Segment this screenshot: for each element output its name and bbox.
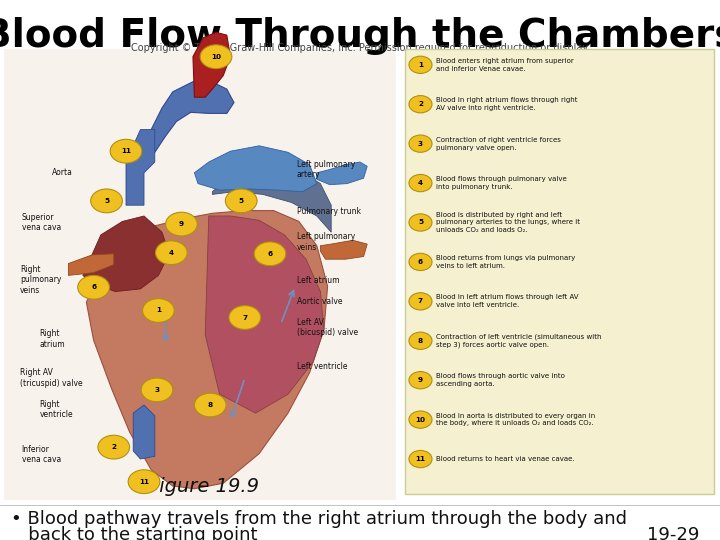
Circle shape <box>409 253 432 271</box>
Circle shape <box>143 299 174 322</box>
Text: Left pulmonary
artery: Left pulmonary artery <box>297 160 355 179</box>
Circle shape <box>229 306 261 329</box>
Text: 2: 2 <box>418 101 423 107</box>
Circle shape <box>409 372 432 389</box>
Text: Left atrium: Left atrium <box>297 276 339 285</box>
Text: 9: 9 <box>418 377 423 383</box>
Polygon shape <box>193 32 230 97</box>
Text: • Blood pathway travels from the right atrium through the body and: • Blood pathway travels from the right a… <box>11 510 627 528</box>
Text: Aorta: Aorta <box>52 168 73 177</box>
Text: back to the starting point: back to the starting point <box>11 526 257 540</box>
Text: Blood returns to heart via venae cavae.: Blood returns to heart via venae cavae. <box>436 456 575 462</box>
Polygon shape <box>205 216 324 413</box>
Text: Aortic valve: Aortic valve <box>297 297 342 306</box>
Text: Left pulmonary
veins: Left pulmonary veins <box>297 232 355 252</box>
Text: 6: 6 <box>418 259 423 265</box>
Circle shape <box>409 293 432 310</box>
Text: Superior
vena cava: Superior vena cava <box>22 213 61 232</box>
Text: 11: 11 <box>415 456 426 462</box>
Circle shape <box>409 56 432 73</box>
Polygon shape <box>212 165 331 232</box>
FancyBboxPatch shape <box>405 49 714 494</box>
Circle shape <box>200 45 232 69</box>
Text: Blood returns from lungs via pulmonary
veins to left atrium.: Blood returns from lungs via pulmonary v… <box>436 255 575 269</box>
Text: Blood in right atrium flows through right
AV valve into right ventricle.: Blood in right atrium flows through righ… <box>436 97 578 111</box>
Polygon shape <box>133 405 155 459</box>
Polygon shape <box>83 216 169 292</box>
Text: Right
pulmonary
veins: Right pulmonary veins <box>20 265 61 295</box>
Polygon shape <box>137 81 234 165</box>
Text: Blood is distributed by right and left
pulmonary arteries to the lungs, where it: Blood is distributed by right and left p… <box>436 212 580 233</box>
Circle shape <box>78 275 109 299</box>
Text: 6: 6 <box>267 251 273 257</box>
Circle shape <box>409 450 432 468</box>
Text: 10: 10 <box>415 417 426 423</box>
Text: 5: 5 <box>104 198 109 204</box>
Circle shape <box>409 135 432 152</box>
Circle shape <box>194 393 226 417</box>
Text: 5: 5 <box>238 198 244 204</box>
Text: Inferior
vena cava: Inferior vena cava <box>22 445 61 464</box>
Circle shape <box>225 189 257 213</box>
Circle shape <box>409 411 432 428</box>
Text: Right
ventricle: Right ventricle <box>40 400 73 419</box>
Text: Blood in left atrium flows through left AV
valve into left ventricle.: Blood in left atrium flows through left … <box>436 294 579 308</box>
Polygon shape <box>68 254 114 275</box>
Polygon shape <box>317 162 367 185</box>
Polygon shape <box>126 130 155 205</box>
Text: 4: 4 <box>169 249 174 256</box>
Text: Blood flows through aortic valve into
ascending aorta.: Blood flows through aortic valve into as… <box>436 373 565 387</box>
Text: 5: 5 <box>418 219 423 226</box>
Text: Right
atrium: Right atrium <box>40 329 66 349</box>
Text: Figure 19.9: Figure 19.9 <box>148 476 258 496</box>
Text: Pulmonary trunk: Pulmonary trunk <box>297 207 361 216</box>
Circle shape <box>110 139 142 163</box>
Text: 7: 7 <box>243 314 247 321</box>
Text: 4: 4 <box>418 180 423 186</box>
Circle shape <box>156 241 187 265</box>
Circle shape <box>409 96 432 113</box>
Circle shape <box>128 470 160 494</box>
Text: 6: 6 <box>91 284 96 291</box>
Polygon shape <box>320 240 367 259</box>
Text: 19-29: 19-29 <box>647 526 700 540</box>
Text: 1: 1 <box>156 307 161 314</box>
Text: 9: 9 <box>179 221 184 227</box>
Polygon shape <box>86 211 328 489</box>
Text: 3: 3 <box>418 140 423 147</box>
Circle shape <box>166 212 197 236</box>
Text: 1: 1 <box>418 62 423 68</box>
Text: 2: 2 <box>112 444 116 450</box>
Text: 8: 8 <box>207 402 213 408</box>
Text: 11: 11 <box>121 148 131 154</box>
Text: Copyright © The McGraw-Hill Companies, Inc. Permission required for reproduction: Copyright © The McGraw-Hill Companies, I… <box>130 43 590 53</box>
Circle shape <box>254 242 286 266</box>
Text: 8: 8 <box>418 338 423 344</box>
Text: 7: 7 <box>418 298 423 305</box>
Text: Blood in aorta is distributed to every organ in
the body, where it unloads O₂ an: Blood in aorta is distributed to every o… <box>436 413 595 427</box>
Text: Right AV
(tricuspid) valve: Right AV (tricuspid) valve <box>20 368 83 388</box>
Circle shape <box>98 435 130 459</box>
FancyBboxPatch shape <box>4 49 396 500</box>
Text: Left ventricle: Left ventricle <box>297 362 347 370</box>
Polygon shape <box>194 146 317 192</box>
Circle shape <box>409 174 432 192</box>
Text: Blood enters right atrium from superior
and inferior Venae cavae.: Blood enters right atrium from superior … <box>436 58 574 72</box>
Circle shape <box>409 332 432 349</box>
Circle shape <box>91 189 122 213</box>
Circle shape <box>409 214 432 231</box>
Text: 10: 10 <box>211 53 221 60</box>
Text: Blood flows through pulmonary valve
into pulmonary trunk.: Blood flows through pulmonary valve into… <box>436 176 567 190</box>
Text: Contraction of left ventricle (simultaneous with
step 3) forces aortic valve ope: Contraction of left ventricle (simultane… <box>436 333 602 348</box>
Text: Blood Flow Through the Chambers: Blood Flow Through the Chambers <box>0 17 720 55</box>
Text: Contraction of right ventricle forces
pulmonary valve open.: Contraction of right ventricle forces pu… <box>436 137 561 151</box>
Text: 3: 3 <box>155 387 159 393</box>
Text: 11: 11 <box>139 478 149 485</box>
Circle shape <box>141 378 173 402</box>
Text: Left AV
(bicuspid) valve: Left AV (bicuspid) valve <box>297 318 358 337</box>
